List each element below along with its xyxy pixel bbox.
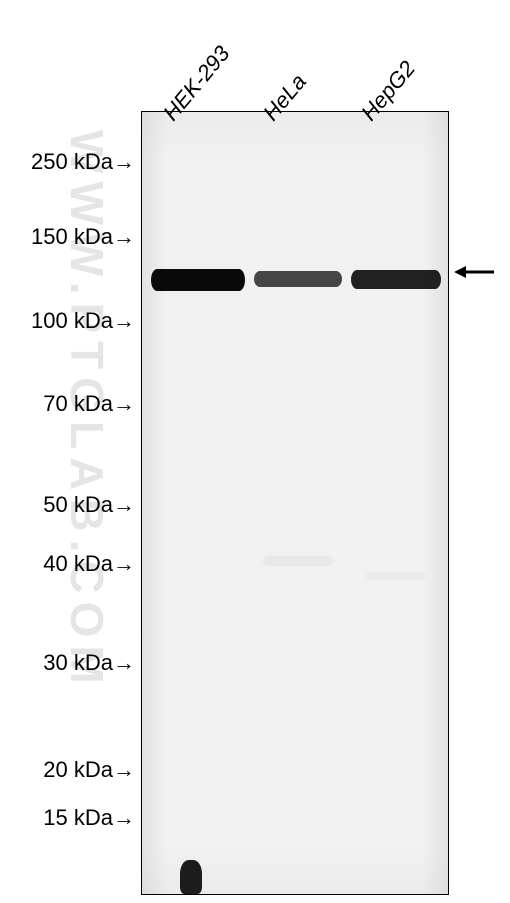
marker-20: 20 kDa→ — [43, 757, 135, 783]
western-blot-figure: WWW.PTGLAB.COM HEK-293 HeLa HepG2 250 kD… — [0, 0, 510, 903]
marker-70: 70 kDa→ — [43, 391, 135, 417]
marker-250: 250 kDa→ — [31, 149, 135, 175]
marker-150: 150 kDa→ — [31, 224, 135, 250]
band-lane2 — [254, 271, 342, 287]
band-lane1 — [151, 269, 245, 291]
target-band-arrow-icon — [454, 262, 494, 282]
marker-15: 15 kDa→ — [43, 805, 135, 831]
marker-100: 100 kDa→ — [31, 308, 135, 334]
marker-30: 30 kDa→ — [43, 650, 135, 676]
faint-band-1 — [263, 556, 333, 566]
marker-40: 40 kDa→ — [43, 551, 135, 577]
faint-band-2 — [366, 572, 426, 580]
blot-panel — [141, 111, 449, 895]
band-lane3 — [351, 270, 441, 289]
marker-50: 50 kDa→ — [43, 492, 135, 518]
bottom-artifact — [180, 860, 202, 894]
blot-shading — [142, 112, 448, 894]
